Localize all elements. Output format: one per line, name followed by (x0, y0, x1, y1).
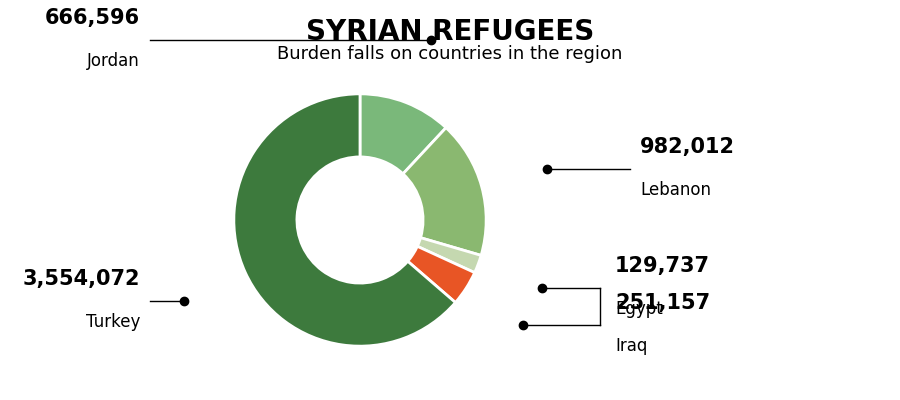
Text: 129,737: 129,737 (615, 256, 710, 276)
Wedge shape (408, 246, 474, 302)
Text: Iraq: Iraq (615, 337, 647, 355)
Text: 251,157: 251,157 (615, 293, 710, 313)
Wedge shape (234, 94, 455, 346)
Text: Egypt: Egypt (615, 300, 662, 318)
Wedge shape (360, 94, 446, 174)
Wedge shape (403, 128, 486, 255)
Text: 3,554,072: 3,554,072 (22, 269, 140, 289)
Text: Jordan: Jordan (87, 52, 140, 70)
Text: Burden falls on countries in the region: Burden falls on countries in the region (277, 45, 623, 63)
Text: 666,596: 666,596 (45, 8, 140, 28)
Text: 982,012: 982,012 (640, 137, 735, 157)
Text: SYRIAN REFUGEES: SYRIAN REFUGEES (306, 18, 594, 46)
Text: Turkey: Turkey (86, 313, 140, 331)
Wedge shape (418, 238, 482, 273)
Text: Lebanon: Lebanon (640, 181, 711, 199)
